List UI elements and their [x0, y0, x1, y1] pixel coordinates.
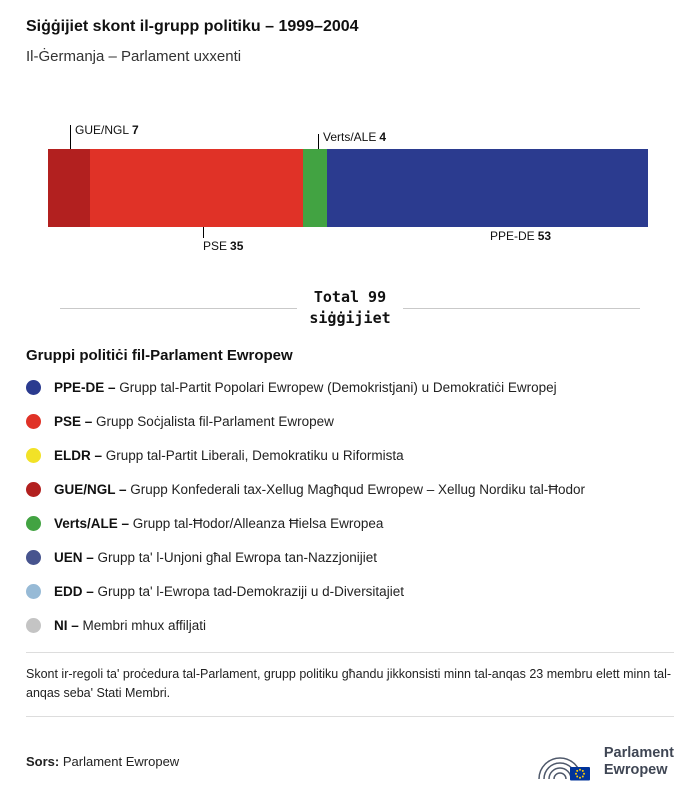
- group-name: PSE: [203, 239, 228, 253]
- callout-label-pse: PSE 35: [203, 239, 243, 253]
- group-value: 4: [379, 130, 387, 144]
- source-label: Sors:: [26, 754, 60, 770]
- logo-text: Parlament Ewropew: [604, 745, 674, 778]
- divider-line-left: [60, 307, 298, 309]
- callout-tick-verts-ale: [318, 134, 319, 149]
- legend-dot-gue-ngl: [26, 482, 41, 497]
- total-sublabel: siġġijiet: [309, 309, 391, 327]
- source-value: Parlament Ewropew: [62, 754, 180, 770]
- legend-label-ppe-de: PPE-DE – Grupp tal-Partit Popolari Ewrop…: [54, 380, 557, 395]
- european-parliament-logo: Parlament Ewropew: [538, 741, 674, 783]
- group-value: 7: [132, 123, 139, 137]
- legend-dot-pse: [26, 414, 41, 429]
- callout-label-ppe-de: PPE-DE 53: [490, 229, 551, 243]
- footnote-divider-top: [26, 652, 674, 653]
- bar-segment-ppe-de: [326, 149, 648, 227]
- callout-tick-gue-ngl: [70, 125, 71, 149]
- stacked-bar: [48, 149, 648, 227]
- bar-segment-pse: [90, 149, 303, 227]
- legend-item-edd: EDD – Grupp ta' l-Ewropa tad-Demokraziji…: [26, 584, 674, 599]
- group-value: 53: [537, 229, 552, 243]
- callout-label-gue-ngl: GUE/NGL 7: [75, 123, 139, 137]
- hemicycle-eu-flag-icon: [538, 757, 590, 781]
- legend-dot-ni: [26, 618, 41, 633]
- total-label: Total 99: [313, 288, 387, 306]
- legend-item-eldr: ELDR – Grupp tal-Partit Liberali, Demokr…: [26, 448, 674, 463]
- legend-item-ni: NI – Membri mhux affiljati: [26, 618, 674, 633]
- legend-label-edd: EDD – Grupp ta' l-Ewropa tad-Demokraziji…: [54, 584, 404, 599]
- bar-segment-gue-ngl: [48, 149, 91, 227]
- group-name: GUE/NGL: [75, 123, 130, 137]
- page-subtitle: Il-Ġermanja – Parlament uxxenti: [26, 48, 242, 65]
- divider-line-right: [402, 307, 640, 309]
- legend-item-ppe-de: PPE-DE – Grupp tal-Partit Popolari Ewrop…: [26, 380, 674, 395]
- footnote-divider-bottom: [26, 715, 674, 717]
- legend-dot-uen: [26, 550, 41, 565]
- legend-title: Gruppi politiċi fil-Parlament Ewropew: [26, 347, 293, 364]
- legend-label-eldr: ELDR – Grupp tal-Partit Liberali, Demokr…: [54, 448, 404, 463]
- legend-item-gue-ngl: GUE/NGL – Grupp Konfederali tax-Xellug M…: [26, 482, 674, 497]
- legend-list: PPE-DE – Grupp tal-Partit Popolari Ewrop…: [26, 380, 674, 633]
- logo-line2: Ewropew: [603, 761, 668, 778]
- legend-dot-verts-ale: [26, 516, 41, 531]
- legend-item-verts-ale: Verts/ALE – Grupp tal-Ħodor/Alleanza Ħie…: [26, 516, 674, 531]
- group-value: 35: [230, 239, 244, 253]
- legend-item-pse: PSE – Grupp Soċjalista fil-Parlament Ewr…: [26, 414, 674, 429]
- source-line: Sors: Parlament Ewropew: [26, 754, 179, 769]
- legend-label-ni: NI – Membri mhux affiljati: [54, 618, 207, 633]
- callout-label-verts-ale: Verts/ALE 4: [323, 130, 386, 144]
- footer: Sors: Parlament Ewropew: [26, 741, 674, 783]
- legend-item-uen: UEN – Grupp ta' l-Unjoni għal Ewropa tan…: [26, 550, 674, 565]
- total-seats-text: Total 99 siġġijiet: [309, 287, 390, 329]
- legend-label-pse: PSE – Grupp Soċjalista fil-Parlament Ewr…: [54, 414, 334, 429]
- legend-dot-edd: [26, 584, 41, 599]
- group-name: Verts/ALE: [323, 130, 377, 144]
- group-name: PPE-DE: [490, 229, 535, 243]
- footnote-text: Skont ir-regoli ta' proċedura tal-Parlam…: [26, 667, 672, 701]
- page-title: Siġġijiet skont il-grupp politiku – 1999…: [26, 18, 359, 35]
- callout-tick-pse: [203, 227, 204, 238]
- logo-line1: Parlament: [603, 745, 674, 762]
- legend-dot-eldr: [26, 448, 41, 463]
- seats-stacked-bar-chart: GUE/NGL 7 Verts/ALE 4 PSE 35 PPE-DE 53: [48, 123, 648, 257]
- total-seats-row: Total 99 siġġijiet: [60, 287, 640, 329]
- bar-segment-verts-ale: [302, 149, 327, 227]
- legend-dot-ppe-de: [26, 380, 41, 395]
- legend-label-verts-ale: Verts/ALE – Grupp tal-Ħodor/Alleanza Ħie…: [54, 516, 384, 531]
- legend-label-gue-ngl: GUE/NGL – Grupp Konfederali tax-Xellug M…: [54, 482, 586, 497]
- legend-label-uen: UEN – Grupp ta' l-Unjoni għal Ewropa tan…: [54, 550, 377, 565]
